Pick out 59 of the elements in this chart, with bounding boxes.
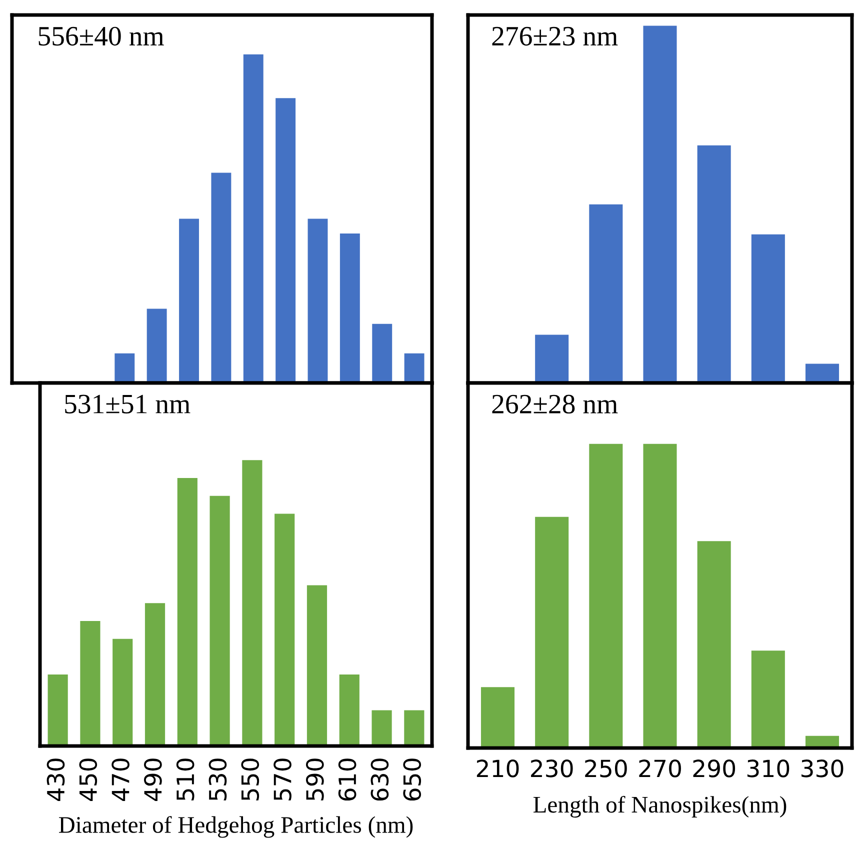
bar xyxy=(144,603,166,746)
bar xyxy=(112,638,133,746)
x-tick-label: 590 xyxy=(306,758,324,800)
bar xyxy=(589,444,623,748)
bar xyxy=(308,218,328,383)
bar xyxy=(210,496,230,746)
bar xyxy=(276,98,296,383)
x-tick-label: 450 xyxy=(79,758,98,802)
bar xyxy=(751,234,785,383)
annotation: 276±23 nm xyxy=(492,26,618,46)
x-tick-label: 510 xyxy=(176,758,194,800)
bar xyxy=(404,353,424,383)
x-tick-label: 610 xyxy=(338,758,356,801)
bar xyxy=(589,204,623,383)
bar xyxy=(697,145,731,383)
x-tick-label: 490 xyxy=(144,758,162,802)
text: 531±51 nm xyxy=(65,394,190,414)
x-tick-label: 230 xyxy=(531,760,573,778)
bar xyxy=(177,478,198,746)
bar xyxy=(372,710,392,746)
x-tick-label: 210 xyxy=(476,760,519,778)
bar xyxy=(643,444,677,748)
x-axis-title: Length of Nanospikes(nm) xyxy=(533,796,786,818)
bar xyxy=(535,516,569,748)
bar xyxy=(146,308,167,383)
bar xyxy=(306,585,328,746)
bar xyxy=(643,26,677,383)
bar xyxy=(48,674,68,746)
x-tick-label: 250 xyxy=(585,760,627,778)
x-tick-label: 330 xyxy=(802,760,844,778)
bar xyxy=(80,620,100,746)
text: 262±28 nm xyxy=(492,394,618,414)
bar xyxy=(480,687,515,748)
x-tick-label: 550 xyxy=(241,758,260,800)
x-tick-label: 290 xyxy=(693,760,736,778)
x-tick-label: 270 xyxy=(639,760,681,778)
bar xyxy=(179,218,199,383)
x-tick-label: 630 xyxy=(370,758,389,801)
bar xyxy=(340,234,360,383)
x-axis-title: Diameter of Hedgehog Particles (nm) xyxy=(59,816,413,838)
x-tick-label: 650 xyxy=(403,758,422,801)
bar xyxy=(339,674,360,746)
bar xyxy=(751,650,785,748)
bar xyxy=(535,334,569,383)
bar xyxy=(114,353,135,383)
bar xyxy=(242,460,262,746)
text: 556±40 nm xyxy=(38,26,164,46)
bar xyxy=(805,364,840,383)
x-tick-label: 470 xyxy=(112,758,130,802)
bar xyxy=(404,710,424,746)
bar xyxy=(697,541,731,748)
bar xyxy=(243,54,264,383)
x-tick-label: 530 xyxy=(208,758,227,800)
x-tick-label: 570 xyxy=(274,758,292,800)
bar xyxy=(274,514,295,746)
bar xyxy=(211,172,232,383)
x-tick-label: 310 xyxy=(747,760,790,778)
x-tick-label: 430 xyxy=(46,758,65,802)
bar xyxy=(372,324,392,383)
